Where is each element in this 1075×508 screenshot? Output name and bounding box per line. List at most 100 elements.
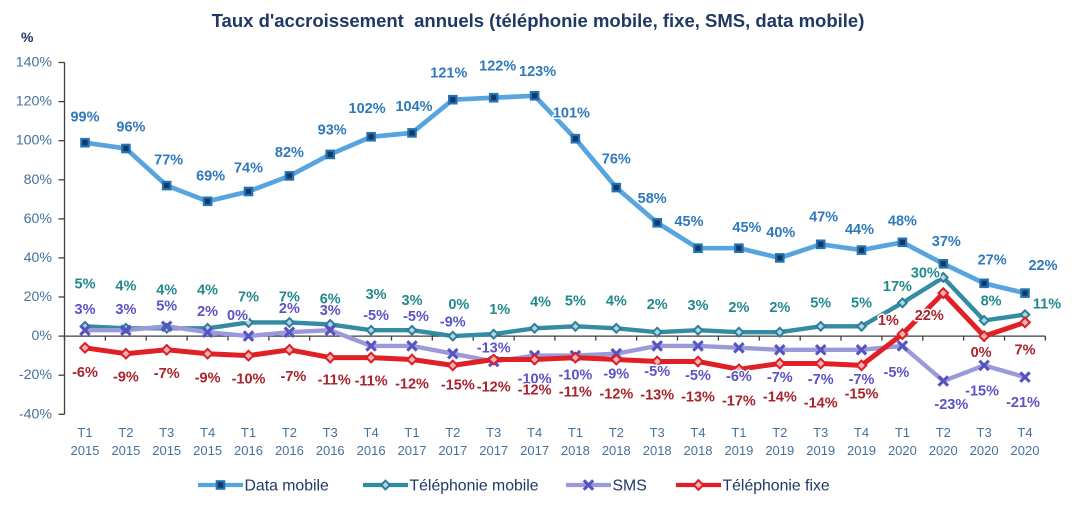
svg-text:-5%: -5%	[403, 309, 429, 325]
svg-text:-20%: -20%	[19, 367, 53, 383]
svg-text:3%: 3%	[320, 303, 341, 319]
svg-text:-5%: -5%	[644, 364, 670, 380]
svg-text:11%: 11%	[1033, 297, 1061, 313]
svg-text:-12%: -12%	[599, 387, 633, 403]
svg-text:2019: 2019	[724, 443, 753, 458]
svg-text:3%: 3%	[402, 293, 423, 309]
svg-text:140%: 140%	[16, 55, 53, 71]
svg-text:Taux d'accroissement annuels: Taux d'accroissement annuels (téléphonie…	[212, 10, 865, 31]
svg-text:%: %	[21, 29, 34, 45]
svg-text:-10%: -10%	[558, 368, 592, 384]
svg-text:5%: 5%	[156, 298, 177, 314]
svg-text:-12%: -12%	[518, 383, 552, 399]
svg-text:60%: 60%	[24, 211, 53, 227]
svg-text:5%: 5%	[851, 295, 872, 311]
svg-text:T3: T3	[159, 425, 174, 440]
svg-text:-40%: -40%	[19, 406, 53, 422]
svg-text:2017: 2017	[479, 443, 508, 458]
svg-text:2%: 2%	[197, 304, 218, 320]
svg-text:T1: T1	[241, 425, 256, 440]
svg-text:0%: 0%	[971, 345, 992, 361]
svg-text:2017: 2017	[398, 443, 427, 458]
svg-text:T2: T2	[282, 425, 297, 440]
svg-text:2020: 2020	[1011, 443, 1040, 458]
svg-text:3%: 3%	[366, 287, 387, 303]
svg-text:-15%: -15%	[965, 383, 999, 399]
svg-text:Data mobile: Data mobile	[245, 478, 330, 495]
svg-text:4%: 4%	[197, 282, 218, 298]
svg-text:T3: T3	[977, 425, 992, 440]
svg-text:0%: 0%	[448, 297, 469, 313]
svg-text:-17%: -17%	[722, 393, 756, 409]
svg-text:8%: 8%	[981, 294, 1002, 310]
svg-text:T2: T2	[118, 425, 133, 440]
svg-text:123%: 123%	[519, 64, 556, 80]
svg-text:-23%: -23%	[934, 397, 968, 413]
svg-text:0%: 0%	[227, 308, 248, 324]
svg-text:-6%: -6%	[72, 365, 98, 381]
svg-text:2016: 2016	[234, 443, 263, 458]
svg-text:1%: 1%	[878, 313, 899, 329]
svg-text:-15%: -15%	[441, 377, 475, 393]
svg-text:4%: 4%	[115, 278, 136, 294]
svg-text:-13%: -13%	[640, 388, 674, 404]
svg-text:-9%: -9%	[113, 370, 139, 386]
svg-text:80%: 80%	[24, 172, 53, 188]
svg-text:2015: 2015	[111, 443, 140, 458]
svg-text:T3: T3	[650, 425, 665, 440]
svg-text:4%: 4%	[156, 282, 177, 298]
svg-text:-14%: -14%	[804, 396, 838, 412]
svg-text:104%: 104%	[395, 99, 432, 115]
svg-text:2020: 2020	[888, 443, 917, 458]
svg-text:2%: 2%	[647, 297, 668, 313]
svg-text:2015: 2015	[152, 443, 181, 458]
svg-text:2015: 2015	[193, 443, 222, 458]
svg-text:22%: 22%	[915, 308, 944, 324]
svg-text:T1: T1	[77, 425, 92, 440]
svg-text:6%: 6%	[320, 291, 341, 307]
svg-text:T1: T1	[568, 425, 583, 440]
svg-text:2%: 2%	[769, 300, 790, 316]
svg-text:77%: 77%	[154, 153, 183, 169]
svg-text:2017: 2017	[520, 443, 549, 458]
svg-text:74%: 74%	[234, 161, 263, 177]
svg-text:2%: 2%	[728, 300, 749, 316]
svg-text:45%: 45%	[732, 220, 761, 236]
svg-text:-7%: -7%	[767, 370, 793, 386]
svg-text:-7%: -7%	[281, 369, 307, 385]
svg-text:7%: 7%	[279, 289, 300, 305]
svg-text:-11%: -11%	[355, 374, 388, 390]
svg-text:17%: 17%	[883, 279, 912, 295]
svg-text:3%: 3%	[115, 302, 136, 318]
svg-text:T4: T4	[854, 425, 869, 440]
svg-text:-11%: -11%	[318, 373, 351, 389]
svg-text:T4: T4	[364, 425, 379, 440]
svg-text:1%: 1%	[489, 302, 510, 318]
svg-text:76%: 76%	[602, 152, 631, 168]
svg-text:-14%: -14%	[763, 390, 797, 406]
svg-text:-7%: -7%	[849, 372, 875, 388]
svg-text:-9%: -9%	[440, 315, 466, 331]
svg-text:2016: 2016	[357, 443, 386, 458]
svg-text:0%: 0%	[31, 328, 52, 344]
svg-text:40%: 40%	[766, 225, 795, 241]
svg-text:2016: 2016	[275, 443, 304, 458]
svg-text:-5%: -5%	[363, 308, 389, 324]
svg-text:121%: 121%	[430, 66, 467, 82]
svg-text:SMS: SMS	[613, 478, 647, 495]
svg-text:44%: 44%	[845, 222, 874, 238]
svg-text:99%: 99%	[70, 110, 99, 126]
svg-text:2018: 2018	[561, 443, 590, 458]
svg-text:-9%: -9%	[603, 367, 629, 383]
svg-text:102%: 102%	[349, 101, 386, 117]
svg-text:96%: 96%	[116, 120, 145, 136]
svg-text:-13%: -13%	[477, 341, 511, 357]
svg-text:5%: 5%	[810, 295, 831, 311]
svg-text:40%: 40%	[24, 250, 53, 266]
svg-text:T4: T4	[690, 425, 705, 440]
svg-text:Téléphonie mobile: Téléphonie mobile	[410, 478, 539, 495]
svg-text:3%: 3%	[688, 298, 709, 314]
svg-text:58%: 58%	[638, 191, 667, 207]
svg-text:7%: 7%	[238, 289, 259, 305]
svg-text:2015: 2015	[71, 443, 100, 458]
